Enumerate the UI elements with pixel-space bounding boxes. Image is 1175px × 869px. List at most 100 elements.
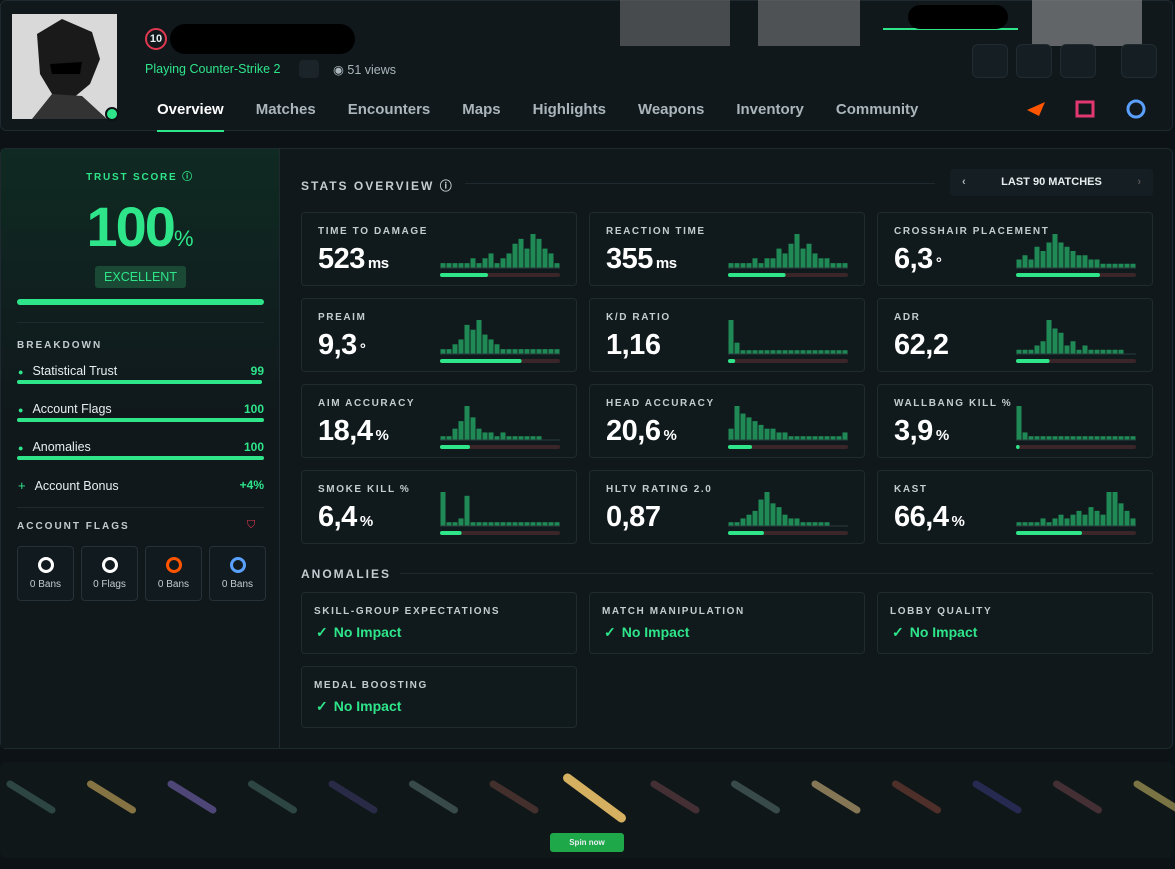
nav-tab[interactable]: Matches — [255, 101, 316, 118]
histogram-bar — [782, 350, 788, 354]
range-selector[interactable]: ‹ LAST 90 MATCHES › — [950, 169, 1153, 196]
histogram-bar — [518, 522, 524, 526]
histogram-bar — [554, 522, 560, 526]
progress-track — [728, 359, 848, 363]
histogram-bar — [1100, 263, 1106, 268]
nav-tab[interactable]: Highlights — [532, 101, 606, 118]
progress-track — [440, 531, 560, 535]
histogram-bar — [512, 349, 518, 354]
histogram — [1016, 234, 1136, 277]
histogram-bar — [1052, 234, 1058, 268]
anomaly-card: SKILL-GROUP EXPECTATIONS ✓ No Impact — [301, 592, 577, 654]
histogram-bar — [1040, 518, 1046, 526]
histogram-bar — [740, 263, 746, 268]
histogram-bar — [512, 243, 518, 268]
stat-number: 0,87 — [606, 501, 661, 533]
histogram-bar — [1118, 349, 1124, 354]
histogram-bar — [1034, 436, 1040, 440]
skin — [489, 780, 539, 814]
histogram-bar — [512, 436, 518, 440]
histogram-bar — [800, 522, 806, 526]
nav-tab[interactable]: Weapons — [637, 101, 705, 118]
histogram-bar — [806, 522, 812, 526]
stat-number: 355 — [606, 243, 653, 275]
stat-number: 9,3 — [318, 329, 357, 361]
histogram-bar — [1112, 492, 1118, 526]
flag-box: 0 Bans — [209, 546, 266, 601]
nav-tab[interactable]: Inventory — [736, 101, 804, 118]
histogram — [440, 492, 560, 535]
histogram-bar — [1094, 259, 1100, 268]
nav-tab[interactable]: Community — [835, 101, 919, 118]
histogram-bar — [776, 350, 782, 354]
next[interactable]: › — [1137, 176, 1141, 188]
anomaly-status: ✓ No Impact — [892, 624, 977, 641]
histogram-bar — [734, 263, 740, 268]
progress-fill — [728, 445, 752, 449]
histogram-bar — [458, 518, 464, 526]
stat-value: 20,6% — [606, 415, 677, 448]
flag-text: 0 Bans — [157, 579, 190, 590]
histogram-bar — [794, 518, 800, 526]
histogram-bar — [1124, 436, 1130, 440]
redacted-name — [170, 24, 355, 54]
steam-button[interactable] — [972, 44, 1008, 78]
histogram-bar — [482, 334, 488, 354]
check-icon: ✓ — [604, 624, 616, 640]
prev[interactable]: ‹ — [962, 176, 966, 188]
anomaly-status: ✓ No Impact — [316, 698, 401, 715]
skin — [328, 780, 378, 814]
flags-title: ACCOUNT FLAGS — [17, 521, 130, 532]
histogram-bar — [1064, 345, 1070, 354]
histogram-bar — [452, 522, 458, 526]
histogram-bar — [770, 428, 776, 440]
histogram-bar — [752, 421, 758, 440]
check-icon: ✓ — [316, 698, 328, 714]
progress-fill — [728, 531, 764, 535]
histogram-bar — [1088, 507, 1094, 526]
histogram-bar — [740, 518, 746, 526]
nav-tab[interactable]: Maps — [462, 101, 501, 118]
histogram-bar — [476, 428, 482, 440]
nav-tab[interactable]: Overview — [157, 101, 224, 132]
histogram-bar — [494, 436, 500, 440]
nav-tabs: Overview Matches Encounters Maps Highlights W… — [157, 101, 918, 132]
histogram-bar — [524, 349, 530, 354]
spin-button[interactable]: Spin now — [550, 833, 624, 852]
histogram-bar — [530, 522, 536, 526]
histogram-bar — [1070, 436, 1076, 440]
histogram-bar — [440, 492, 446, 526]
breakdown-value: 99 — [250, 364, 264, 378]
stat-card: WALLBANG KILL % 3,9% — [877, 384, 1153, 458]
histogram — [1016, 406, 1136, 449]
histogram-bar — [782, 432, 788, 440]
histogram-bar — [1046, 242, 1052, 268]
histogram-bar — [506, 522, 512, 526]
histogram-bar — [494, 263, 500, 268]
histogram-bar — [758, 350, 764, 354]
progress-fill — [1016, 273, 1100, 277]
histogram-bar — [488, 522, 494, 526]
histogram-bar — [1058, 242, 1064, 268]
histogram-bar — [470, 417, 476, 440]
share-button[interactable] — [1121, 44, 1157, 78]
skin — [87, 780, 136, 814]
flag-text: 0 Bans — [221, 579, 254, 590]
histogram-bar — [824, 350, 830, 354]
skin — [1133, 780, 1175, 812]
histogram-bar — [824, 258, 830, 268]
check-icon: ✓ — [316, 624, 328, 640]
stat-value: 18,4% — [318, 415, 389, 448]
status-text: No Impact — [909, 624, 978, 640]
progress-fill — [440, 445, 470, 449]
leetify-button[interactable] — [1060, 44, 1096, 78]
histogram-bar — [746, 350, 752, 354]
histogram-bar — [728, 522, 734, 526]
progress-fill — [1016, 445, 1020, 449]
stat-value: 1,16 — [606, 329, 661, 362]
histogram-bar — [446, 349, 452, 354]
active-tab[interactable] — [883, 0, 1018, 30]
histogram — [728, 234, 848, 277]
nav-tab[interactable]: Encounters — [347, 101, 431, 118]
faceit-button[interactable] — [1016, 44, 1052, 78]
